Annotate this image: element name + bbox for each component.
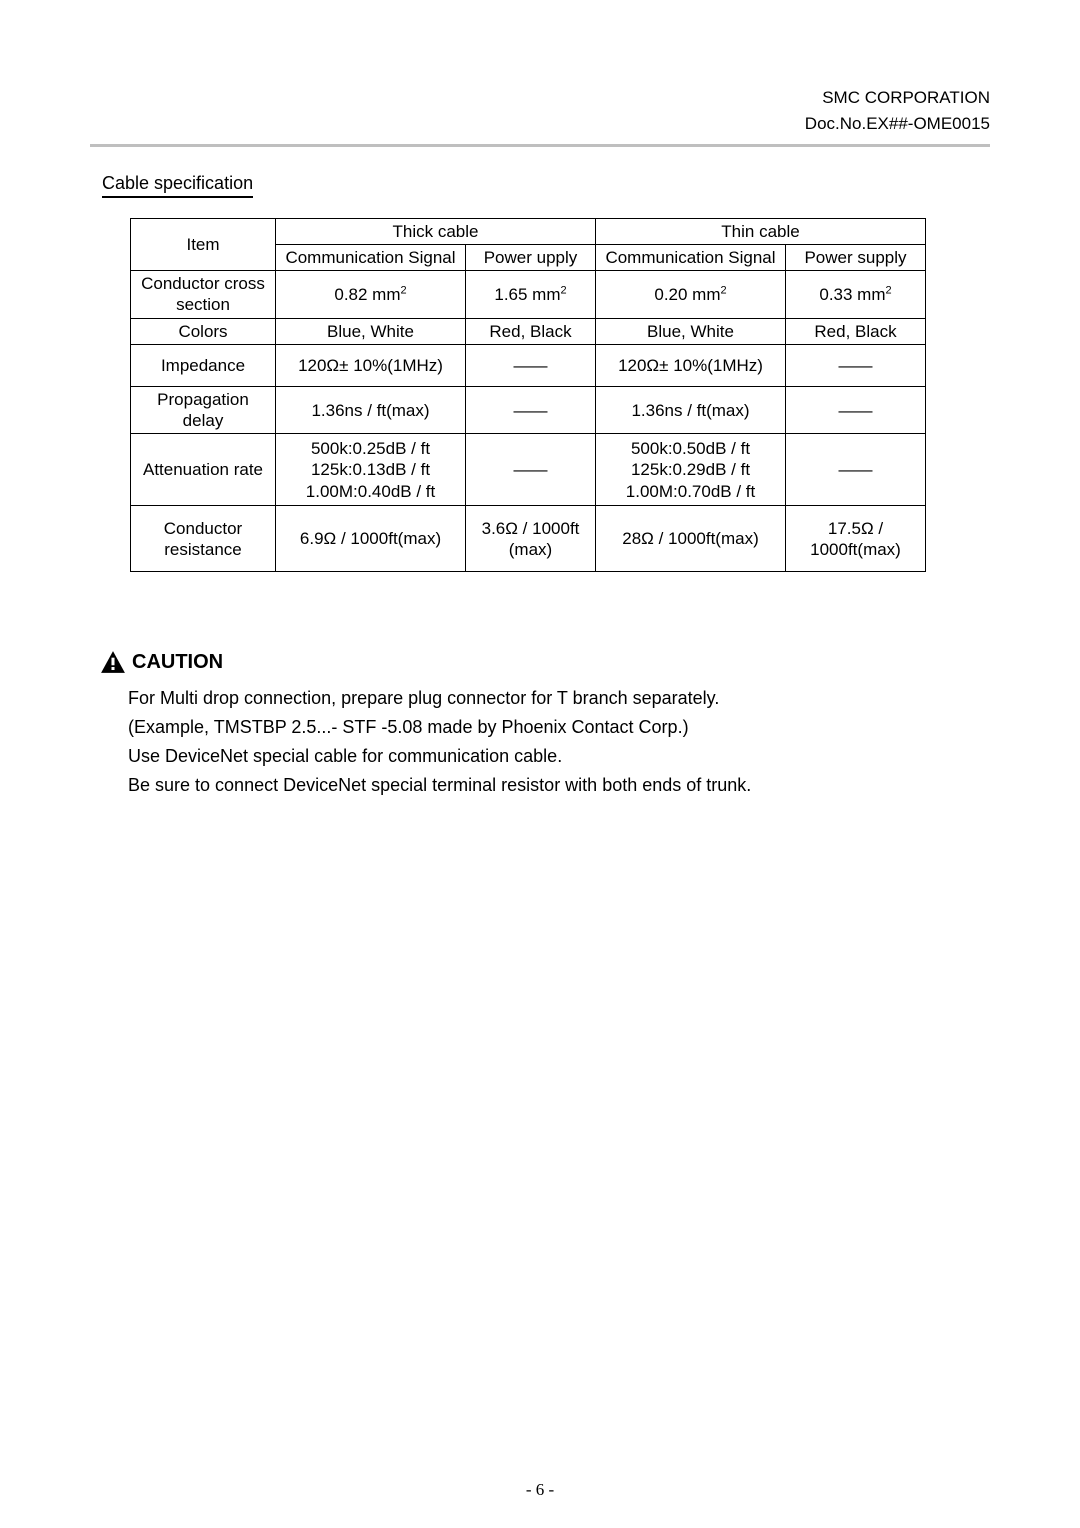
cell: 17.5Ω / 1000ft(max)	[786, 506, 926, 572]
section-title: Cable specification	[102, 173, 253, 198]
table-row: Attenuation rate 500k:0.25dB / ft 125k:0…	[131, 434, 926, 506]
page-header: SMC CORPORATION Doc.No.EX##-OME0015	[90, 85, 990, 138]
cable-spec-table: Item Thick cable Thin cable Communicatio…	[130, 218, 926, 573]
col-header-thin-signal: Communication Signal	[596, 244, 786, 270]
doc-number: Doc.No.EX##-OME0015	[90, 111, 990, 137]
row-label: Propagation delay	[131, 386, 276, 434]
caution-line: Use DeviceNet special cable for communic…	[128, 742, 990, 771]
table-row: Item Thick cable Thin cable	[131, 218, 926, 244]
cell: 1.36ns / ft(max)	[276, 386, 466, 434]
cell-line: 125k:0.29dB / ft	[631, 460, 750, 479]
cell: Red, Black	[786, 318, 926, 344]
cell: 0.82 mm2	[276, 271, 466, 319]
row-label: Impedance	[131, 344, 276, 386]
table-row: Colors Blue, White Red, Black Blue, Whit…	[131, 318, 926, 344]
cell: ——	[466, 344, 596, 386]
col-header-thin: Thin cable	[596, 218, 926, 244]
superscript: 2	[886, 284, 892, 296]
cell: ——	[786, 434, 926, 506]
cell: 0.20 mm2	[596, 271, 786, 319]
table-row: Propagation delay 1.36ns / ft(max) —— 1.…	[131, 386, 926, 434]
cell-line: 1.00M:0.40dB / ft	[306, 482, 435, 501]
cell-val: 0.33 mm	[819, 285, 885, 304]
cell: 1.65 mm2	[466, 271, 596, 319]
cell-line: 500k:0.50dB / ft	[631, 439, 750, 458]
cell: 120Ω± 10%(1MHz)	[276, 344, 466, 386]
cell: Red, Black	[466, 318, 596, 344]
row-label: Conductor resistance	[131, 506, 276, 572]
warning-icon	[100, 650, 126, 674]
caution-line: For Multi drop connection, prepare plug …	[128, 684, 990, 713]
caution-block: CAUTION For Multi drop connection, prepa…	[100, 650, 990, 799]
page: SMC CORPORATION Doc.No.EX##-OME0015 Cabl…	[0, 0, 1080, 1528]
col-header-thick: Thick cable	[276, 218, 596, 244]
cell: ——	[466, 386, 596, 434]
row-label: Conductor cross section	[131, 271, 276, 319]
caution-label: CAUTION	[132, 651, 223, 674]
caution-text: For Multi drop connection, prepare plug …	[128, 684, 990, 799]
table-row: Conductor cross section 0.82 mm2 1.65 mm…	[131, 271, 926, 319]
cell-val: 1.65 mm	[494, 285, 560, 304]
cell: 120Ω± 10%(1MHz)	[596, 344, 786, 386]
cell-val: 0.82 mm	[334, 285, 400, 304]
caution-heading: CAUTION	[100, 650, 990, 674]
col-header-thick-signal: Communication Signal	[276, 244, 466, 270]
cell: 1.36ns / ft(max)	[596, 386, 786, 434]
company-name: SMC CORPORATION	[90, 85, 990, 111]
caution-line: (Example, TMSTBP 2.5...- STF -5.08 made …	[128, 713, 990, 742]
cell-val: 0.20 mm	[654, 285, 720, 304]
col-header-thick-power: Power upply	[466, 244, 596, 270]
cell: 500k:0.50dB / ft 125k:0.29dB / ft 1.00M:…	[596, 434, 786, 506]
cell-line: 1.00M:0.70dB / ft	[626, 482, 755, 501]
table-row: Impedance 120Ω± 10%(1MHz) —— 120Ω± 10%(1…	[131, 344, 926, 386]
cell: 6.9Ω / 1000ft(max)	[276, 506, 466, 572]
cell: ——	[786, 344, 926, 386]
superscript: 2	[721, 284, 727, 296]
cell: ——	[786, 386, 926, 434]
cell: 0.33 mm2	[786, 271, 926, 319]
page-number: - 6 -	[0, 1480, 1080, 1500]
table-row: Conductor resistance 6.9Ω / 1000ft(max) …	[131, 506, 926, 572]
cell-line: 500k:0.25dB / ft	[311, 439, 430, 458]
cell: Blue, White	[276, 318, 466, 344]
cell: Blue, White	[596, 318, 786, 344]
cell: ——	[466, 434, 596, 506]
row-label: Colors	[131, 318, 276, 344]
caution-line: Be sure to connect DeviceNet special ter…	[128, 771, 990, 800]
cell: 500k:0.25dB / ft 125k:0.13dB / ft 1.00M:…	[276, 434, 466, 506]
superscript: 2	[401, 284, 407, 296]
cell: 28Ω / 1000ft(max)	[596, 506, 786, 572]
row-label: Attenuation rate	[131, 434, 276, 506]
col-header-thin-power: Power supply	[786, 244, 926, 270]
superscript: 2	[561, 284, 567, 296]
cell: 3.6Ω / 1000ft (max)	[466, 506, 596, 572]
col-header-item: Item	[131, 218, 276, 271]
cell-line: 125k:0.13dB / ft	[311, 460, 430, 479]
header-rule	[90, 144, 990, 147]
